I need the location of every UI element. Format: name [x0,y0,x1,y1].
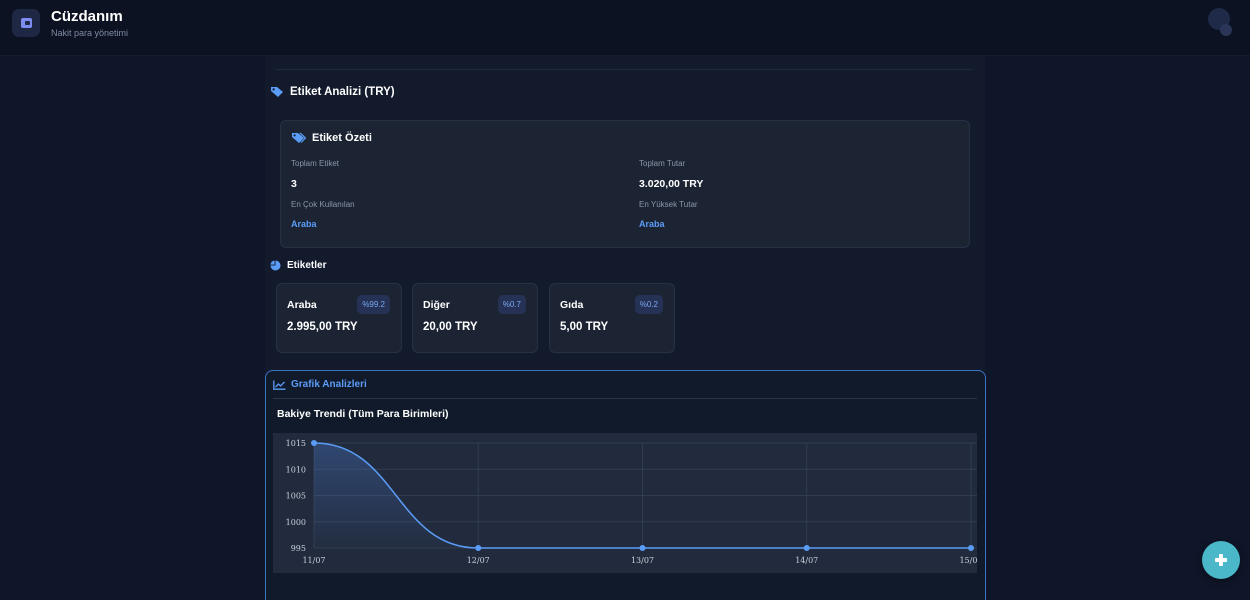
divider [273,398,977,399]
app-title: Cüzdanım [51,8,123,25]
data-point [475,545,482,551]
avatar[interactable] [1206,7,1238,37]
area-fill [314,443,971,548]
x-tick-label: 13/07 [631,556,654,565]
total-tags-label: Toplam Etiket [291,159,340,168]
tag-card-diger[interactable]: Diğer %0.7 20,00 TRY [412,283,538,353]
most-used-link[interactable]: Araba [291,219,317,229]
divider [275,69,973,70]
most-used-field: En Çok Kullanılan Araba [291,200,355,229]
tag-card-gida[interactable]: Gıda %0.2 5,00 TRY [549,283,675,353]
add-button[interactable] [1202,541,1240,579]
x-tick-label: 14/07 [795,556,818,565]
summary-heading: Etiket Özeti [291,132,372,144]
tag-percent-badge: %0.7 [497,295,526,314]
total-amount-value: 3.020,00 TRY [639,178,704,190]
highest-amount-link[interactable]: Araba [639,219,665,229]
tags-title: Etiketler [287,260,327,271]
tag-card-araba[interactable]: Araba %99.2 2.995,00 TRY [276,283,402,353]
y-tick-label: 995 [291,544,306,553]
total-tags-value: 3 [291,178,297,190]
y-tick-label: 1015 [286,439,306,448]
pie-chart-icon [270,260,281,271]
tag-analysis-title: Etiket Analizi (TRY) [290,86,395,98]
data-point [639,545,646,551]
wallet-icon[interactable] [12,9,40,37]
tab-chart-analysis[interactable]: Grafik Analizleri [273,379,367,390]
tag-percent-badge: %99.2 [357,295,390,314]
x-tick-label: 15/07 [959,556,977,565]
tag-analysis-heading: Etiket Analizi (TRY) [270,86,395,98]
y-tick-label: 1010 [286,465,306,474]
chart-title: Bakiye Trendi (Tüm Para Birimleri) [277,408,449,420]
tags-icon [292,132,306,143]
most-used-label: En Çok Kullanılan [291,200,355,209]
tag-name: Diğer [423,299,450,311]
total-amount-label: Toplam Tutar [639,159,686,168]
tag-summary-card [280,120,970,248]
app-subtitle: Nakit para yönetimi [51,28,129,38]
x-tick-label: 11/07 [302,556,325,565]
data-point [968,545,974,551]
y-tick-label: 1005 [286,492,306,501]
line-chart-icon [273,380,286,390]
tag-name: Gıda [560,299,584,311]
total-amount-field: Toplam Tutar 3.020,00 TRY [639,159,703,190]
tag-amount: 5,00 TRY [560,321,609,333]
tag-amount: 20,00 TRY [423,321,478,333]
balance-trend-chart: 995 1000 1005 1010 1015 11/07 12/07 13/07 14/07 1… [273,433,977,573]
data-point [803,545,810,551]
top-bar: Cüzdanım Nakit para yönetimi [0,0,1250,56]
summary-title: Etiket Özeti [312,132,372,144]
y-tick-label: 1000 [286,518,306,527]
highest-amount-field: En Yüksek Tutar Araba [639,200,698,229]
data-point [311,440,317,446]
tag-name: Araba [287,299,317,311]
highest-amount-label: En Yüksek Tutar [639,200,698,209]
x-tick-label: 12/07 [467,556,490,565]
chart-tab-label: Grafik Analizleri [291,379,367,390]
total-tags-field: Toplam Etiket 3 [291,159,339,190]
tag-icon [271,87,283,97]
series-line [313,442,971,549]
tag-amount: 2.995,00 TRY [287,321,358,333]
tags-heading: Etiketler [270,260,326,271]
tag-percent-badge: %0.2 [634,295,663,314]
